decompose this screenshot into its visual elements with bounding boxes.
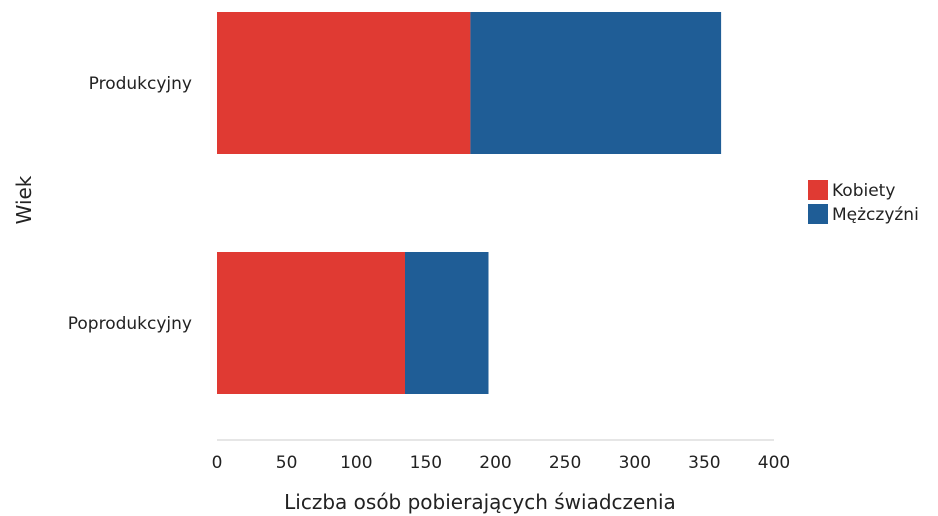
y-axis-title: Wiek (12, 175, 36, 224)
category-labels: Produkcyjny Poprodukcyjny (68, 74, 192, 334)
bar-poprodukcyjny-kobiety (217, 252, 405, 394)
legend-swatch-mezczyzni (808, 204, 828, 224)
bar-produkcyjny-mezczyzni (470, 12, 722, 154)
x-tick-label: 150 (410, 453, 442, 473)
x-tick-label: 250 (549, 453, 581, 473)
x-tick-labels: 0 50 100 150 200 250 300 350 400 (212, 453, 791, 473)
bar-produkcyjny-kobiety (217, 12, 471, 154)
legend-swatch-kobiety (808, 180, 828, 200)
category-label: Produkcyjny (89, 74, 192, 94)
x-tick-label: 100 (340, 453, 372, 473)
x-tick-label: 350 (688, 453, 720, 473)
bars-group (217, 12, 722, 394)
x-tick-label: 200 (479, 453, 511, 473)
x-tick-label: 400 (758, 453, 790, 473)
x-axis-title: Liczba osób pobierających świadczenia (284, 490, 676, 514)
x-tick-label: 300 (619, 453, 651, 473)
bar-poprodukcyjny-mezczyzni (405, 252, 489, 394)
legend-label-kobiety: Kobiety (832, 181, 895, 201)
legend-label-mezczyzni: Mężczyźni (832, 205, 919, 225)
category-label: Poprodukcyjny (68, 314, 192, 334)
legend: Kobiety Mężczyźni (808, 180, 919, 225)
x-tick-label: 50 (276, 453, 298, 473)
x-tick-label: 0 (212, 453, 223, 473)
